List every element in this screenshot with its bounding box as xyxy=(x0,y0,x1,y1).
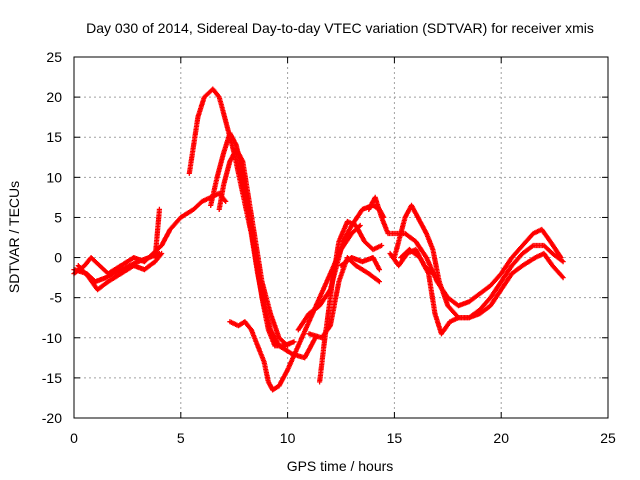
y-tick-label: 15 xyxy=(46,129,62,145)
series-track-3 xyxy=(75,250,165,293)
y-tick-label: 20 xyxy=(46,89,62,105)
x-tick-label: 20 xyxy=(493,430,509,446)
x-axis-label: GPS time / hours xyxy=(287,458,394,474)
series-markers xyxy=(152,206,162,261)
y-tick-label: -5 xyxy=(50,290,63,306)
x-tick-label: 0 xyxy=(70,430,78,446)
series-markers xyxy=(338,255,382,273)
y-tick-label: -20 xyxy=(42,410,62,426)
x-tick-label: 10 xyxy=(280,430,296,446)
series-track-7 xyxy=(216,146,291,349)
y-tick-label: 10 xyxy=(46,169,62,185)
y-axis-label: SDTVAR / TECUs xyxy=(6,181,22,293)
axis-ticks xyxy=(73,56,609,419)
y-tick-labels: -20 -15 -10 -5 0 5 10 15 20 25 xyxy=(42,49,62,426)
x-tick-labels: 0 5 10 15 20 25 xyxy=(70,430,616,446)
series-track-11 xyxy=(317,218,385,385)
y-tick-label: -10 xyxy=(42,330,62,346)
x-tick-label: 5 xyxy=(177,430,185,446)
series-markers xyxy=(216,146,291,349)
plot-frame xyxy=(73,56,609,419)
series-track-16 xyxy=(387,246,436,277)
series-track-12 xyxy=(338,255,382,273)
series-markers xyxy=(75,250,165,293)
y-tick-label: 25 xyxy=(46,49,62,65)
y-tick-label: 0 xyxy=(54,250,62,266)
y-tick-label: -15 xyxy=(42,370,62,386)
series-markers xyxy=(387,246,436,277)
series-markers xyxy=(317,218,385,385)
x-tick-label: 15 xyxy=(387,430,403,446)
chart-title: Day 030 of 2014, Sidereal Day-to-day VTE… xyxy=(86,20,594,36)
series-track-4 xyxy=(152,206,162,261)
y-tick-label: 5 xyxy=(54,209,62,225)
x-tick-label: 25 xyxy=(600,430,616,446)
